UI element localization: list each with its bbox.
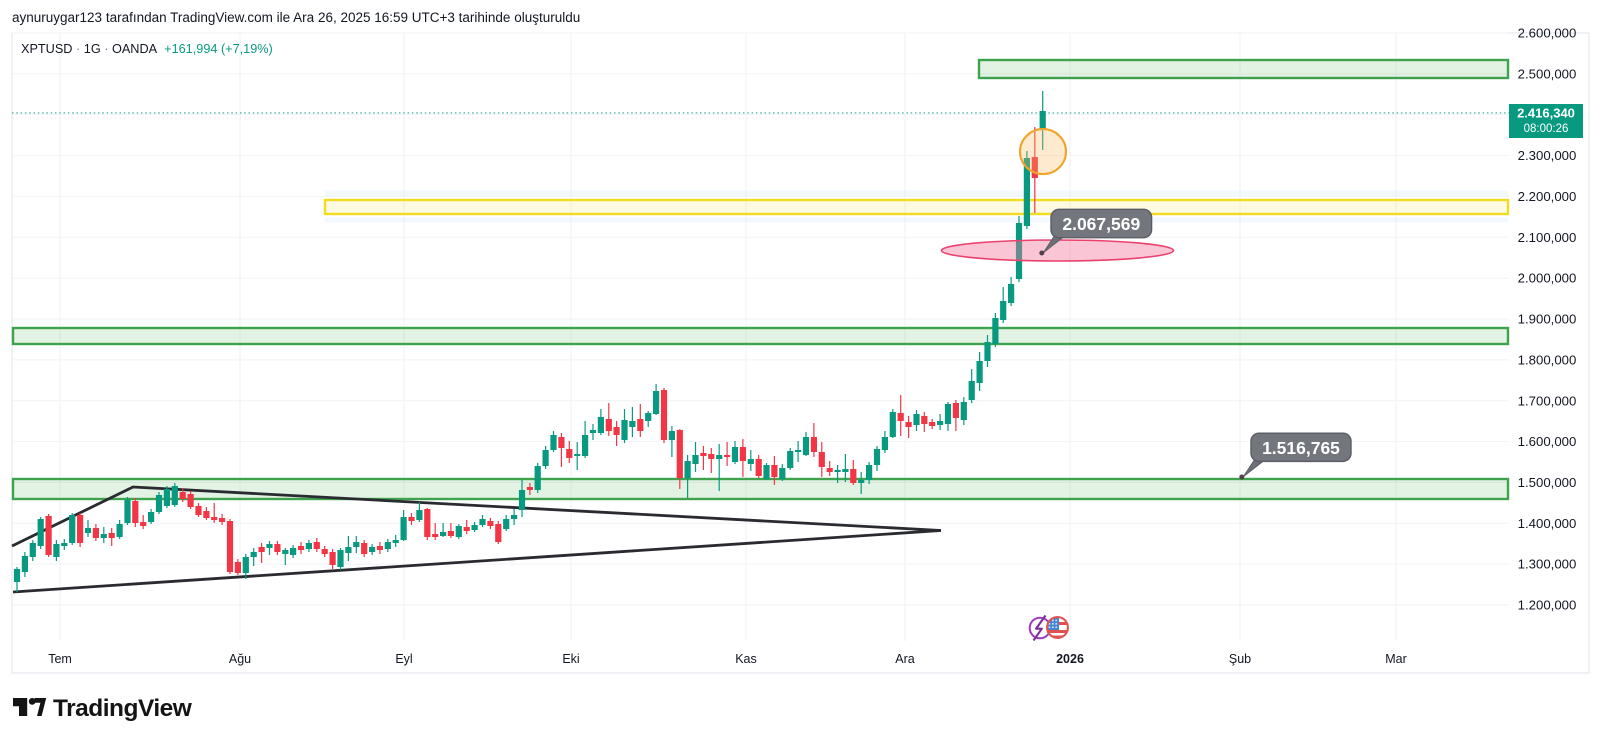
svg-text:Eki: Eki (562, 652, 579, 666)
svg-text:1.800,000: 1.800,000 (1518, 353, 1577, 368)
svg-text:1.500,000: 1.500,000 (1518, 475, 1577, 490)
svg-text:TradingView: TradingView (53, 695, 193, 722)
svg-text:Ağu: Ağu (229, 652, 251, 666)
svg-text:2.100,000: 2.100,000 (1518, 230, 1577, 245)
svg-text:1.400,000: 1.400,000 (1518, 516, 1577, 531)
svg-text:1.700,000: 1.700,000 (1518, 393, 1577, 408)
svg-text:2.067,569: 2.067,569 (1062, 214, 1140, 234)
svg-text:2.600,000: 2.600,000 (1518, 26, 1577, 41)
svg-text:2.300,000: 2.300,000 (1518, 148, 1577, 163)
svg-text:2.500,000: 2.500,000 (1518, 67, 1577, 82)
svg-text:Eyl: Eyl (395, 652, 412, 666)
svg-text:2.200,000: 2.200,000 (1518, 189, 1577, 204)
svg-text:08:00:26: 08:00:26 (1524, 123, 1569, 135)
svg-text:2026: 2026 (1056, 652, 1084, 666)
svg-text:1.300,000: 1.300,000 (1518, 557, 1577, 572)
svg-text:2.416,340: 2.416,340 (1517, 106, 1575, 121)
svg-text:1.200,000: 1.200,000 (1518, 598, 1577, 613)
svg-text:Tem: Tem (48, 652, 72, 666)
svg-text:Mar: Mar (1385, 652, 1407, 666)
svg-text:Kas: Kas (735, 652, 757, 666)
svg-text:1.900,000: 1.900,000 (1518, 312, 1577, 327)
svg-text:Ara: Ara (895, 652, 915, 666)
svg-text:1.600,000: 1.600,000 (1518, 434, 1577, 449)
svg-text:2.000,000: 2.000,000 (1518, 271, 1577, 286)
svg-text:Şub: Şub (1229, 652, 1251, 666)
svg-text:1.516,765: 1.516,765 (1262, 438, 1340, 458)
